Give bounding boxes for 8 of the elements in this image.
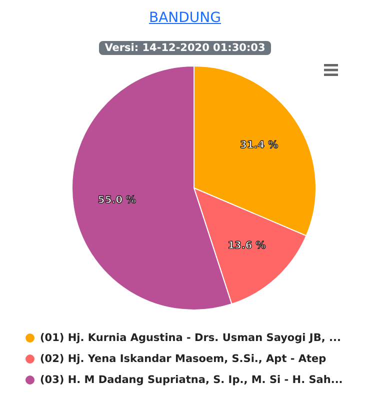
legend-label: (02) Hj. Yena Iskandar Masoem, S.Si., Apt - Atep <box>40 353 327 365</box>
legend-label: (01) Hj. Kurnia Agustina - Drs. Usman Sayogi JB, ... <box>40 332 341 344</box>
data-label: 13.6 % <box>228 240 266 252</box>
chart-subtitle: Versi: 14-12-2020 01:30:03 <box>98 41 272 55</box>
data-label: 31.4 % <box>240 140 278 151</box>
chart-title: BANDUNG <box>148 10 222 26</box>
data-label: 55.0 % <box>98 195 136 206</box>
legend-label: (03) H. M Dadang Supriatna, S. Ip., M. Si - H. Sah... <box>40 374 343 386</box>
